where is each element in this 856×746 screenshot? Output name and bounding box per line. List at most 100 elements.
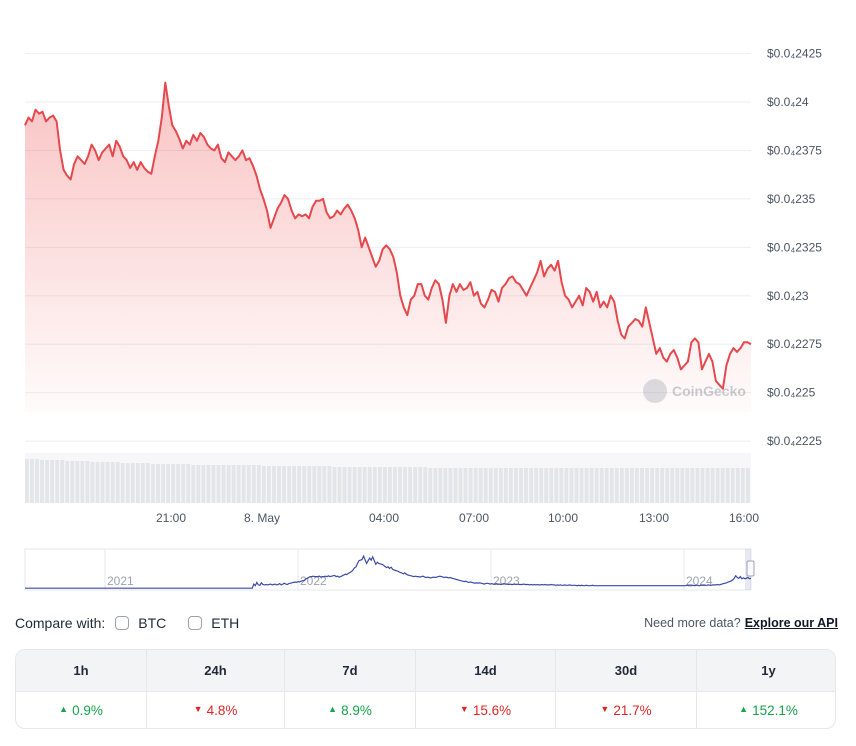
volume-bar [201, 465, 206, 503]
volume-bar [418, 467, 423, 503]
navigator-year-label: 2023 [493, 574, 520, 588]
volume-bar [408, 467, 413, 503]
volume-bar [468, 468, 473, 503]
period-header: 1y [697, 650, 835, 691]
volume-bar [367, 467, 372, 503]
compare-eth-option[interactable]: ETH [188, 615, 239, 631]
arrow-up-icon: ▲ [59, 704, 69, 714]
volume-bar [529, 468, 534, 503]
volume-bar [650, 468, 655, 503]
volume-bar [322, 466, 327, 503]
volume-bar [539, 468, 544, 503]
volume-bar [589, 468, 594, 503]
volume-bar [120, 463, 125, 503]
volume-bar [176, 464, 181, 503]
y-tick-label: $0.0₄23 [767, 289, 809, 303]
volume-bar [584, 468, 589, 503]
volume-bar [261, 466, 266, 503]
volume-bar [70, 461, 75, 503]
volume-bar [660, 468, 665, 503]
volume-bar [438, 468, 443, 503]
volume-bar [690, 468, 695, 503]
volume-bar [534, 468, 539, 503]
volume-bar [720, 468, 725, 503]
y-tick-label: $0.0₄2275 [767, 337, 822, 351]
volume-bar [614, 468, 619, 503]
volume-bar [423, 467, 428, 503]
volume-bar [307, 466, 312, 503]
navigator-frame [24, 548, 752, 591]
volume-bar [483, 468, 488, 503]
period-column: 7d ▲ 8.9% [284, 650, 415, 728]
y-tick-label: $0.0₄2425 [767, 47, 822, 61]
period-column: 14d ▼ 15.6% [415, 650, 555, 728]
btc-checkbox[interactable] [115, 616, 130, 630]
period-change: ▲ 0.9% [16, 691, 146, 728]
volume-bar [337, 467, 342, 503]
compare-btc-option[interactable]: BTC [115, 615, 166, 631]
volume-bar [40, 460, 44, 503]
period-change: ▼ 21.7% [556, 691, 696, 728]
volume-bar [675, 468, 680, 503]
volume-bar [655, 468, 660, 503]
volume-bar [488, 468, 493, 503]
volume-bar [519, 468, 523, 503]
volume-bar [297, 466, 302, 503]
change-value: 21.7% [613, 702, 652, 718]
price-chart[interactable]: $0.0₄2425 $0.0₄24 $0.0₄2375 $0.0₄235 $0.0₄23… [0, 0, 856, 600]
period-header: 1h [16, 650, 146, 691]
volume-bar [665, 468, 670, 503]
x-tick-label: 04:00 [369, 511, 399, 525]
navigator-year-label: 2022 [300, 574, 327, 588]
volume-bar [216, 465, 221, 503]
volume-bar [287, 466, 292, 503]
volume-bar [725, 468, 730, 503]
volume-bar [388, 467, 392, 503]
period-column: 24h ▼ 4.8% [146, 650, 284, 728]
volume-bar [156, 464, 160, 503]
navigator-year-label: 2021 [107, 574, 134, 588]
volume-bar [357, 467, 362, 503]
volume-bar [282, 466, 286, 503]
volume-bar [393, 467, 397, 503]
volume-bar [579, 468, 584, 503]
volume-bar [90, 462, 95, 503]
volume-bar [428, 468, 433, 503]
volume-bar [524, 468, 528, 503]
volume-bar [544, 468, 549, 503]
coingecko-logo-icon [643, 379, 667, 403]
volume-bar [398, 467, 402, 503]
volume-bar [453, 468, 458, 503]
period-column: 1h ▲ 0.9% [16, 650, 146, 728]
volume-bar [503, 468, 508, 503]
volume-bar [680, 468, 685, 503]
explore-api-link[interactable]: Explore our API [744, 616, 838, 630]
volume-bar [448, 468, 453, 503]
volume-bar [549, 468, 554, 503]
arrow-up-icon: ▲ [328, 704, 338, 714]
volume-bar [115, 462, 120, 503]
volume-bar [362, 467, 367, 503]
volume-bar [241, 465, 246, 503]
volume-bar [221, 465, 226, 503]
compare-bar: Compare with: BTC ETH Need more data? Exp… [15, 612, 838, 634]
volume-bar [166, 464, 171, 503]
volume-bar [493, 468, 498, 503]
volume-bar [317, 466, 322, 503]
volume-bar [45, 460, 50, 503]
volume-bar [105, 462, 110, 503]
api-prompt: Need more data? [644, 616, 741, 630]
volume-bar [100, 462, 105, 503]
x-tick-label: 10:00 [548, 511, 578, 525]
volume-bar [80, 461, 85, 503]
price-area [25, 82, 751, 412]
volume-bar [231, 465, 236, 503]
navigator-handle[interactable] [746, 560, 755, 577]
volume-bar [267, 466, 271, 503]
volume-bar [251, 465, 256, 503]
volume-bar [735, 468, 740, 503]
eth-checkbox[interactable] [188, 616, 203, 630]
period-header: 7d [285, 650, 415, 691]
period-change: ▼ 15.6% [416, 691, 555, 728]
compare-label: Compare with: [15, 615, 106, 631]
